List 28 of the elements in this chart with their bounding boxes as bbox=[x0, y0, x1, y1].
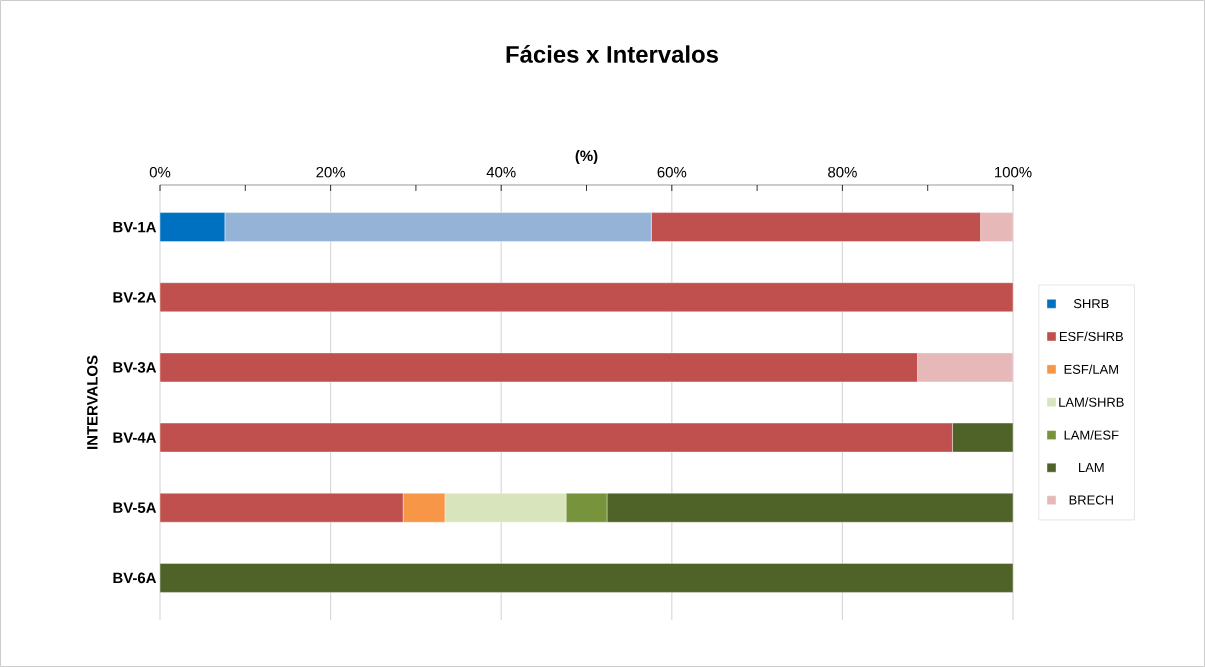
legend-label: LAM/SHRB bbox=[1059, 397, 1124, 407]
bar bbox=[606, 493, 1014, 523]
legend-label: BRECH bbox=[1069, 495, 1113, 505]
bar bbox=[980, 212, 1014, 242]
legend-label: LAM bbox=[1079, 463, 1104, 472]
chart-title: Fácies x Intervalos bbox=[506, 45, 718, 63]
bar bbox=[952, 422, 1014, 453]
y-tick-label: BV-3A bbox=[113, 362, 157, 373]
x-tick-label: 20% bbox=[316, 166, 346, 178]
x-tick-label: 80% bbox=[828, 166, 857, 178]
x-tick-label: 40% bbox=[486, 166, 516, 178]
legend-label: ESF/SHRB bbox=[1059, 331, 1123, 342]
bar bbox=[160, 563, 1014, 593]
bar bbox=[160, 282, 1014, 312]
y-axis-title: INTERVALOS bbox=[87, 355, 98, 449]
x-tick-label: 0% bbox=[149, 166, 171, 178]
x-tick-label: 60% bbox=[657, 166, 687, 178]
legend-label: LAM/ESF bbox=[1064, 430, 1119, 440]
y-tick-label: BV-5A bbox=[113, 502, 157, 513]
bar bbox=[917, 352, 1014, 383]
y-tick-label: BV-4A bbox=[113, 432, 157, 443]
y-tick-label: BV-1A bbox=[113, 221, 157, 233]
x-axis-title: (%) bbox=[575, 150, 598, 165]
y-tick-label: BV-2A bbox=[113, 292, 157, 303]
legend-label: SHRB bbox=[1073, 299, 1109, 309]
x-tick-label: 100% bbox=[995, 166, 1032, 178]
legend-label: ESF/LAM bbox=[1064, 364, 1118, 374]
y-tick-label: BV-6A bbox=[113, 572, 157, 584]
